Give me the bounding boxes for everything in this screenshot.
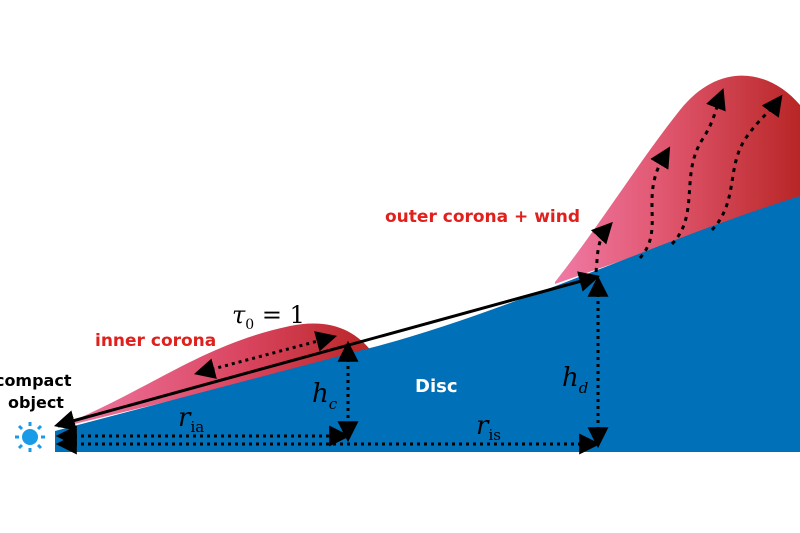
disc-label: Disc — [415, 376, 458, 397]
tau-label: τ0 = 1 — [232, 301, 305, 333]
wind-arrow-2 — [638, 146, 671, 259]
wind-arrows — [590, 88, 783, 273]
inner-corona-label: inner corona — [95, 331, 216, 351]
outer-corona-label: outer corona + wind — [385, 207, 580, 227]
hc-label: hc — [312, 379, 338, 413]
wind-arrow-4 — [710, 94, 783, 232]
compact-object-label: compact object — [0, 371, 77, 412]
wind-arrow-3 — [670, 88, 726, 246]
wind-arrow-1 — [590, 221, 613, 273]
ris-label: ris — [476, 411, 501, 444]
ria-label: ria — [178, 403, 204, 436]
compact-object-star-icon — [15, 422, 45, 452]
hd-label: hd — [562, 363, 588, 397]
outer-corona-shape — [555, 75, 800, 284]
tau-depth-arrow — [193, 331, 338, 379]
